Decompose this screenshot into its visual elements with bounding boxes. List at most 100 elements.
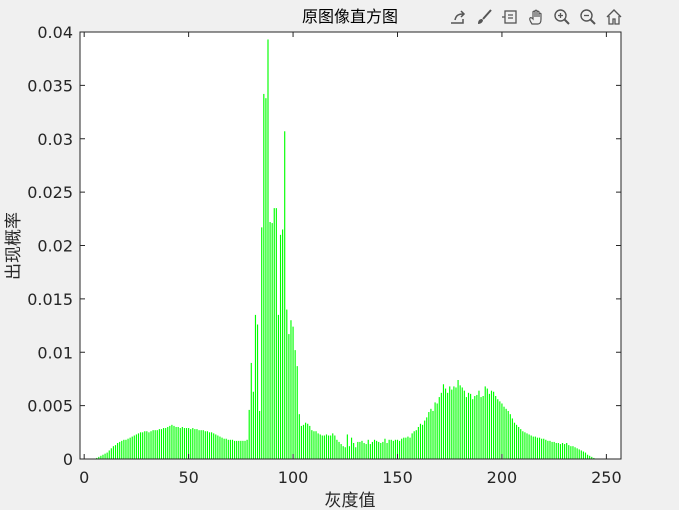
histogram-bar <box>152 430 154 459</box>
histogram-bar <box>472 399 474 459</box>
histogram-bar <box>192 428 194 459</box>
histogram-bar <box>229 439 231 459</box>
histogram-bar <box>282 229 284 459</box>
histogram-bar <box>526 433 528 459</box>
histogram-bar <box>112 446 114 459</box>
x-tick-label: 200 <box>487 468 518 487</box>
histogram-bar <box>119 441 121 459</box>
histogram-bar <box>357 441 359 459</box>
histogram-bar <box>231 439 234 459</box>
histogram-bar <box>252 391 254 459</box>
histogram-bar <box>361 440 363 459</box>
histogram-bar <box>559 444 561 459</box>
histogram-bar <box>98 456 100 459</box>
histogram-bar <box>522 431 524 459</box>
datatip-icon[interactable] <box>498 5 522 29</box>
histogram-bar <box>288 334 290 459</box>
histogram-bar <box>411 433 413 459</box>
histogram-bar <box>432 410 434 459</box>
histogram-bar <box>557 442 559 459</box>
histogram-bar <box>123 439 125 459</box>
histogram-bar <box>190 429 192 459</box>
histogram-bar <box>369 444 371 459</box>
histogram-bar <box>545 439 547 459</box>
histogram-bar <box>549 440 551 459</box>
bars-group <box>96 39 595 460</box>
histogram-bar <box>424 420 426 459</box>
histogram-bar <box>148 432 150 459</box>
histogram-bar <box>183 428 186 459</box>
brush-icon[interactable] <box>472 5 496 29</box>
histogram-bar <box>200 430 202 459</box>
histogram-bar <box>566 442 568 459</box>
histogram-bar <box>493 391 495 459</box>
y-axis-label: 出现概率 <box>4 212 24 280</box>
histogram-bar <box>202 430 204 459</box>
histogram-bar <box>490 390 493 459</box>
histogram-bar <box>465 397 467 459</box>
histogram-bar <box>173 425 175 459</box>
histogram-bar <box>265 98 267 459</box>
histogram-bar <box>532 436 534 459</box>
histogram-bar <box>593 457 595 459</box>
histogram-bar <box>536 437 539 459</box>
histogram-bar <box>225 438 227 459</box>
histogram-bar <box>344 447 346 459</box>
histogram-bar <box>587 454 589 459</box>
zoom-in-icon[interactable] <box>550 5 574 29</box>
histogram-bar <box>541 438 543 459</box>
histogram-bar <box>455 387 457 459</box>
histogram-bar <box>342 446 344 459</box>
histogram-bar <box>167 426 169 459</box>
histogram-bar <box>256 324 259 459</box>
histogram-bar <box>279 234 282 459</box>
histogram-bar <box>382 441 384 459</box>
histogram-bar <box>570 446 572 459</box>
histogram-bar <box>137 433 140 459</box>
histogram-bar <box>185 428 188 459</box>
histogram-bar <box>146 431 148 459</box>
histogram-bar <box>530 435 532 459</box>
histogram-bar <box>415 430 417 459</box>
histogram-bar <box>394 439 396 459</box>
histogram-bar <box>348 446 351 459</box>
x-tick-label: 150 <box>382 468 413 487</box>
histogram-bar <box>453 386 455 459</box>
chart-title: 原图像直方图 <box>302 7 398 26</box>
histogram-bar <box>564 444 566 459</box>
histogram-bar <box>244 440 246 459</box>
histogram-bar <box>399 440 401 459</box>
histogram-bar <box>234 440 236 459</box>
histogram-bar <box>332 433 334 459</box>
zoom-out-icon[interactable] <box>576 5 600 29</box>
histogram-bar <box>340 444 342 459</box>
histogram-bar <box>484 386 486 459</box>
y-tick-label: 0.02 <box>37 237 73 256</box>
home-icon[interactable] <box>602 5 626 29</box>
histogram-bar <box>576 448 578 459</box>
histogram-bar <box>177 426 179 459</box>
histogram-bar <box>321 435 323 459</box>
histogram-bar <box>254 314 257 459</box>
y-tick-label: 0.015 <box>27 290 73 309</box>
histogram-bar <box>317 433 319 459</box>
histogram-bar <box>325 434 328 459</box>
histogram-bar <box>518 426 520 459</box>
histogram-bar <box>142 432 144 459</box>
histogram-bar <box>438 397 440 459</box>
histogram-bar <box>323 435 325 459</box>
histogram-bar <box>447 392 449 459</box>
histogram-bar <box>515 424 518 459</box>
y-tick-label: 0 <box>63 450 73 469</box>
pan-icon[interactable] <box>524 5 548 29</box>
histogram-bar <box>442 384 445 459</box>
histogram-bar <box>273 208 275 459</box>
histogram-bar <box>294 350 296 459</box>
histogram-bar <box>248 409 250 459</box>
histogram-bar <box>388 439 390 459</box>
histogram-bar <box>440 392 442 459</box>
histogram-bar <box>405 437 407 459</box>
export-icon[interactable] <box>446 5 470 29</box>
y-tick-label: 0.025 <box>27 183 73 202</box>
histogram-bar <box>467 392 470 459</box>
